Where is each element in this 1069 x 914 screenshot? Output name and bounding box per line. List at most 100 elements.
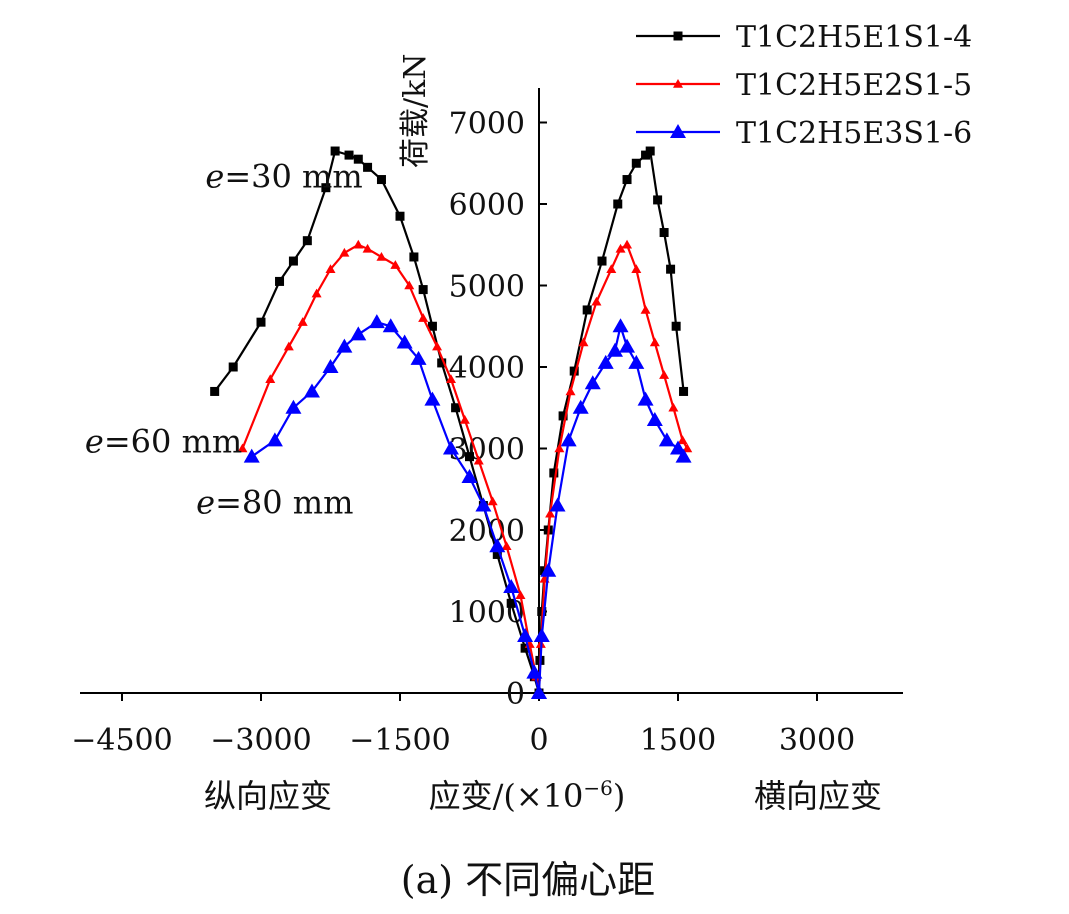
data-point xyxy=(487,496,498,506)
x-tick-label: −3000 xyxy=(210,723,311,758)
x-tick-label: −4500 xyxy=(71,723,172,758)
data-point xyxy=(558,411,568,421)
curve-annotation: e=60 mm xyxy=(85,423,242,461)
data-point xyxy=(645,146,655,156)
data-point xyxy=(210,386,220,396)
data-point xyxy=(409,252,419,262)
data-point xyxy=(653,195,663,205)
data-point xyxy=(591,296,602,306)
data-point xyxy=(569,366,579,376)
data-point xyxy=(424,391,441,406)
data-point xyxy=(243,448,260,463)
x-axis-label: 应变/(×10−6) xyxy=(429,776,626,815)
data-point xyxy=(237,443,248,453)
y-axis-label: 荷载/kN xyxy=(398,53,433,168)
data-point xyxy=(322,359,339,373)
x-tick-label: −1500 xyxy=(349,723,450,758)
data-point xyxy=(353,154,363,164)
x-axis-label-left: 纵向应变 xyxy=(204,777,332,815)
data-point xyxy=(285,399,302,414)
data-point xyxy=(675,448,692,463)
data-point xyxy=(330,146,340,156)
data-point xyxy=(670,124,686,138)
series-T1C2H5E3S1-6 xyxy=(243,314,692,699)
data-point xyxy=(506,598,516,608)
data-point xyxy=(517,627,534,642)
data-point xyxy=(418,285,428,295)
data-point xyxy=(395,211,405,221)
y-tick-label: 4000 xyxy=(449,351,525,386)
y-tick-label: 0 xyxy=(506,677,525,712)
legend-item: T1C2H5E1S1-4 xyxy=(636,20,972,55)
data-point xyxy=(344,150,354,160)
data-point xyxy=(325,264,336,273)
tick-marks: −4500 −3000 −1500 0 1500 30000100020003000400… xyxy=(71,107,855,759)
data-point xyxy=(311,288,322,298)
data-point xyxy=(297,317,308,326)
x-axis-label-right: 横向应变 xyxy=(754,777,882,815)
data-point xyxy=(442,440,459,455)
data-point xyxy=(275,276,285,286)
data-point xyxy=(597,354,614,369)
data-point xyxy=(597,256,607,266)
data-point xyxy=(659,370,670,379)
data-point xyxy=(418,313,429,322)
data-point xyxy=(584,375,601,390)
data-point xyxy=(540,562,557,577)
data-point xyxy=(437,358,447,368)
data-point xyxy=(432,341,443,351)
curve-annotation: e=80 mm xyxy=(196,484,353,522)
data-point xyxy=(451,403,461,413)
data-point xyxy=(390,260,401,269)
data-point xyxy=(659,228,669,238)
data-point xyxy=(350,326,367,341)
data-point xyxy=(515,590,526,599)
y-tick-label: 7000 xyxy=(449,107,525,142)
data-point xyxy=(288,256,298,266)
data-point xyxy=(578,337,589,347)
data-point xyxy=(545,508,556,518)
series-line-longitudinal xyxy=(251,321,541,694)
data-point xyxy=(640,304,651,314)
data-point xyxy=(339,247,350,257)
data-point xyxy=(622,175,632,185)
data-point xyxy=(376,175,386,185)
data-point xyxy=(368,314,385,329)
data-point xyxy=(606,264,617,273)
annotations: e=30 mm e=60 mm e=80 mm xyxy=(85,158,363,522)
data-point xyxy=(628,354,645,369)
data-point xyxy=(362,243,373,253)
figure-caption: (a) 不同偏心距 xyxy=(401,858,655,902)
data-point xyxy=(673,31,683,41)
data-point xyxy=(266,432,283,447)
data-point xyxy=(473,455,484,465)
legend-label: T1C2H5E1S1-4 xyxy=(736,20,972,55)
data-point xyxy=(673,79,683,88)
data-point xyxy=(631,264,642,273)
x-tick-label: 0 xyxy=(529,723,548,758)
data-point xyxy=(631,158,641,168)
data-point xyxy=(637,391,654,406)
y-tick-label: 3000 xyxy=(449,433,525,468)
data-point xyxy=(526,664,543,679)
x-tick-label: 1500 xyxy=(640,723,716,758)
x-tick-label: 3000 xyxy=(779,723,855,758)
data-point xyxy=(682,443,693,453)
data-point xyxy=(427,321,437,331)
data-point xyxy=(549,497,566,512)
data-point xyxy=(658,432,675,447)
data-point xyxy=(382,318,399,333)
data-point xyxy=(520,643,530,653)
y-tick-label: 5000 xyxy=(449,270,525,305)
legend: T1C2H5E1S1-4 T1C2H5E2S1-5 T1C2H5E3S1-6 xyxy=(636,20,972,151)
data-point xyxy=(501,541,512,551)
data-point xyxy=(560,432,577,447)
data-point xyxy=(336,338,353,353)
data-point xyxy=(303,383,320,398)
data-point xyxy=(622,239,633,249)
data-point xyxy=(613,199,623,209)
data-point xyxy=(256,317,266,327)
data-point xyxy=(572,399,589,414)
data-point xyxy=(302,236,312,246)
